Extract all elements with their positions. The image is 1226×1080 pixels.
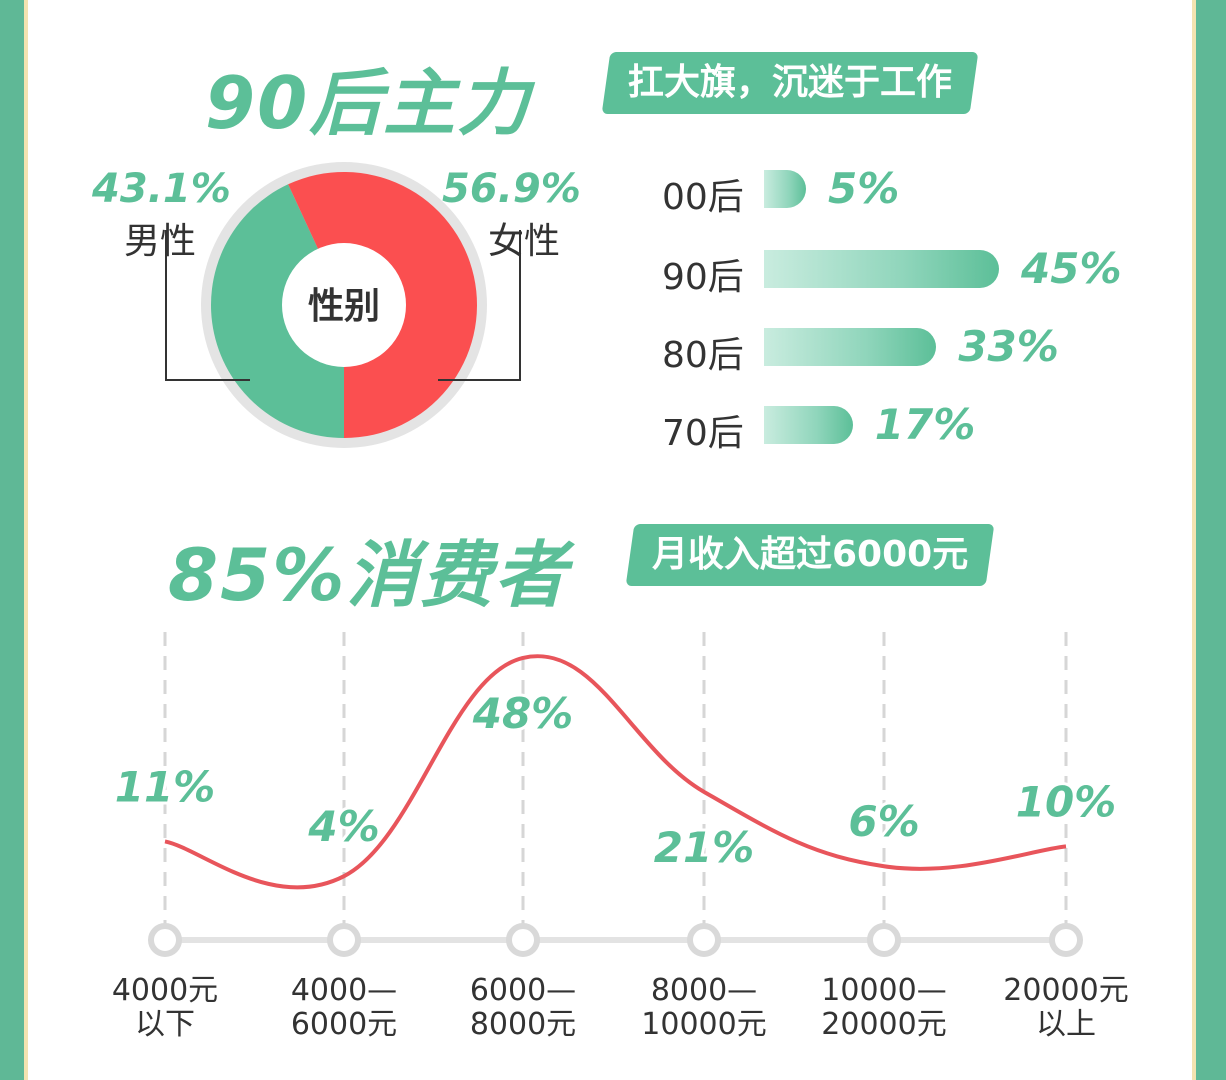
infographic-card xyxy=(24,0,1196,1080)
axis-marker xyxy=(327,923,361,957)
section2-headline: 85%消费者 xyxy=(168,533,569,617)
age-bar-value: 5% xyxy=(828,164,900,213)
gender-donut-chart: 性别 xyxy=(165,162,521,448)
donut-center xyxy=(282,243,406,367)
income-line-chart: 11% 4% 48% 21% 6% 10% xyxy=(112,632,1119,957)
income-category-line1: 20000元 xyxy=(1003,973,1129,1008)
male-label: 男性 xyxy=(124,221,197,262)
income-category-line2: 以上 xyxy=(1036,1007,1096,1042)
age-bar xyxy=(764,250,999,288)
income-value-label: 48% xyxy=(472,689,574,738)
age-bar-value: 17% xyxy=(874,400,976,449)
section1-tag-text: 扛大旗，沉迷于工作 xyxy=(628,62,953,103)
age-bar xyxy=(764,328,937,366)
axis-marker xyxy=(506,923,540,957)
male-leader-line xyxy=(165,230,250,381)
axis-marker xyxy=(867,923,901,957)
income-category-line2: 以下 xyxy=(135,1007,195,1042)
age-bar-value: 33% xyxy=(958,322,1059,371)
axis-marker xyxy=(148,923,182,957)
female-percent: 56.9% xyxy=(442,166,581,212)
income-category-label: 4000— 6000元 xyxy=(254,974,434,1042)
donut-slice-male xyxy=(211,184,344,438)
income-category-line2: 8000元 xyxy=(469,1007,577,1042)
income-category-line2: 6000元 xyxy=(290,1007,398,1042)
income-line xyxy=(164,654,1067,890)
male-percent: 43.1% xyxy=(92,166,231,212)
income-category-line1: 4000— xyxy=(290,973,398,1008)
income-category-line2: 20000元 xyxy=(821,1007,947,1042)
age-bar xyxy=(764,406,853,444)
income-value-label: 4% xyxy=(307,802,379,851)
age-bar xyxy=(764,170,806,208)
section2-tag-text: 月收入超过6000元 xyxy=(652,534,969,575)
axis-marker xyxy=(687,923,721,957)
section2-tag: 月收入超过6000元 xyxy=(625,524,995,586)
female-label: 女性 xyxy=(488,221,561,262)
section1-headline: 90后主力 xyxy=(205,61,532,145)
income-category-line1: 8000— xyxy=(650,973,758,1008)
income-category-line1: 4000元 xyxy=(111,973,219,1008)
age-bar-label: 80后 xyxy=(662,335,744,376)
donut-center-label: 性别 xyxy=(308,286,380,327)
income-value-label: 11% xyxy=(115,762,216,811)
income-category-line2: 10000元 xyxy=(641,1007,767,1042)
axis-marker xyxy=(1049,923,1083,957)
income-category-line1: 10000— xyxy=(821,973,947,1008)
section1-tag: 扛大旗，沉迷于工作 xyxy=(601,52,979,114)
income-value-label: 21% xyxy=(654,823,755,872)
female-leader-line xyxy=(438,230,521,381)
age-bar-value: 45% xyxy=(1021,244,1122,293)
income-category-line1: 6000— xyxy=(469,973,577,1008)
age-bar-label: 90后 xyxy=(662,257,744,298)
income-category-label: 4000元 以下 xyxy=(75,974,255,1042)
income-category-label: 20000元 以上 xyxy=(976,974,1156,1042)
income-category-label: 8000— 10000元 xyxy=(614,974,794,1042)
income-value-label: 10% xyxy=(1016,777,1117,826)
age-bar-label: 70后 xyxy=(662,413,744,454)
income-category-label: 6000— 8000元 xyxy=(433,974,613,1042)
income-value-label: 6% xyxy=(848,797,919,846)
income-category-label: 10000— 20000元 xyxy=(794,974,974,1042)
age-bar-label: 00后 xyxy=(662,177,744,218)
